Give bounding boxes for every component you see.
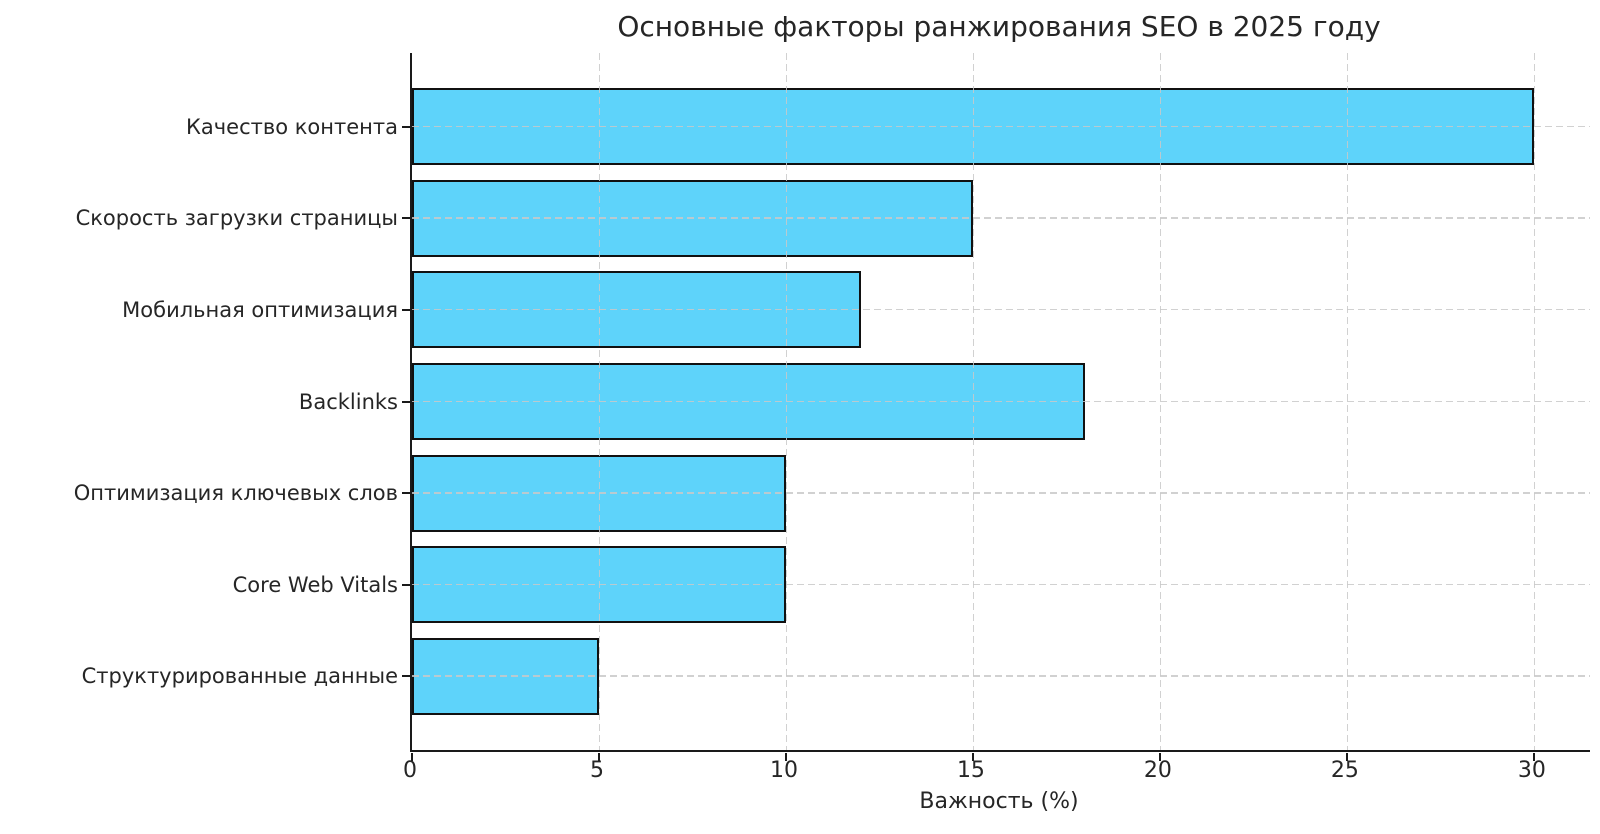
gridline-horizontal [412, 675, 1590, 677]
x-tick-mark [971, 752, 974, 761]
gridline-horizontal [412, 308, 1590, 311]
y-tick-mark [402, 400, 410, 403]
y-category-label: Мобильная оптимизация [122, 297, 398, 322]
bar-rows [402, 81, 1590, 722]
y-category-label: Backlinks [298, 389, 398, 414]
bar-row [402, 539, 1590, 631]
bar-row [402, 173, 1590, 265]
y-tick-mark [402, 125, 410, 128]
x-tick-mark [784, 752, 787, 761]
y-tick-mark [402, 583, 410, 586]
y-label-row: Мобильная оптимизация [0, 264, 398, 356]
gridline-horizontal [412, 583, 1590, 586]
bar-row [402, 630, 1590, 722]
x-tick-label: 30 [1517, 758, 1546, 783]
gridline-horizontal [412, 400, 1590, 403]
y-category-label: Оптимизация ключевых слов [73, 481, 398, 506]
x-tick-label: 5 [589, 758, 604, 783]
y-category-label: Скорость загрузки страницы [75, 206, 398, 231]
x-tick-mark [1532, 752, 1535, 761]
y-category-label: Структурированные данные [81, 664, 398, 689]
y-label-row: Качество контента [0, 81, 398, 173]
x-tick-mark [1158, 752, 1161, 761]
gridline-vertical [598, 53, 601, 750]
y-label-row: Скорость загрузки страницы [0, 173, 398, 265]
chart-title: Основные факторы ранжирования SEO в 2025… [617, 10, 1381, 43]
bar-row [402, 81, 1590, 173]
bar-row [402, 264, 1590, 356]
x-tick-mark [411, 752, 413, 761]
y-label-row: Оптимизация ключевых слов [0, 447, 398, 539]
gridline-horizontal [412, 492, 1590, 494]
y-category-label: Качество контента [185, 114, 398, 139]
x-tick-label: 0 [403, 758, 417, 783]
gridline-horizontal [412, 217, 1590, 219]
gridline-vertical [1346, 53, 1349, 750]
y-tick-mark [402, 492, 410, 495]
plot-area [402, 53, 1590, 761]
y-tick-mark [402, 217, 410, 220]
y-category-label: Core Web Vitals [232, 572, 398, 597]
y-label-row: Core Web Vitals [0, 539, 398, 631]
x-axis-label: Важность (%) [919, 789, 1079, 814]
bar-row [402, 356, 1590, 448]
x-tick-labels: 0 5 10 15 20 25 30 [403, 758, 1588, 786]
x-tick-mark [597, 752, 600, 761]
x-tick-label: 20 [1143, 758, 1172, 783]
gridline-vertical [1159, 53, 1162, 750]
x-tick-mark [1345, 752, 1348, 761]
bar-row [402, 447, 1590, 539]
y-axis-category-labels: Качество контента Скорость загрузки стран… [0, 81, 398, 722]
y-tick-mark [402, 308, 410, 311]
y-label-row: Backlinks [0, 356, 398, 448]
gridline-vertical [972, 53, 975, 750]
x-tick-label: 10 [769, 758, 798, 783]
gridline-horizontal [412, 125, 1590, 128]
y-tick-mark [402, 675, 410, 678]
y-label-row: Структурированные данные [0, 630, 398, 722]
x-tick-label: 25 [1330, 758, 1359, 783]
x-tick-label: 15 [956, 758, 985, 783]
gridline-vertical [1533, 53, 1536, 750]
gridline-vertical [785, 53, 788, 750]
